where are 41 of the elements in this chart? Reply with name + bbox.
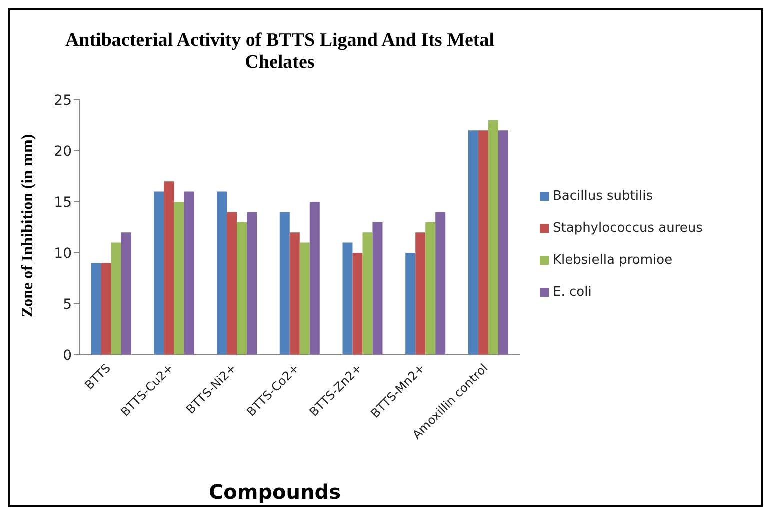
bar	[436, 212, 446, 355]
bar	[362, 232, 373, 355]
bar	[426, 222, 436, 355]
y-tick-label: 10	[54, 246, 72, 262]
bar	[416, 232, 426, 355]
legend-label: Staphylococcus aureus	[553, 221, 703, 236]
bar	[174, 202, 184, 355]
y-tick-label: 15	[54, 194, 72, 211]
bar	[111, 242, 122, 355]
bar	[184, 192, 194, 355]
bar	[468, 130, 478, 355]
bar	[154, 192, 164, 355]
y-axis-title: Zone of Inhibition (in mm)	[20, 134, 37, 318]
bar	[498, 130, 508, 355]
bar	[290, 232, 300, 355]
bar	[164, 182, 174, 355]
bar	[280, 212, 290, 355]
bar	[101, 263, 112, 355]
bar	[247, 212, 258, 355]
bar	[237, 222, 248, 355]
bar	[91, 263, 102, 355]
bar	[478, 130, 488, 355]
bar	[342, 242, 353, 355]
bar	[217, 192, 228, 355]
bar	[300, 242, 310, 355]
y-tick-label: 5	[63, 296, 72, 313]
bar	[406, 253, 416, 355]
y-tick-label: 25	[54, 92, 72, 109]
y-tick-label: 20	[54, 144, 72, 160]
legend-label: Klebsiella promioe	[553, 253, 673, 268]
x-axis-title: Compounds	[208, 480, 342, 504]
bar	[372, 222, 383, 355]
bar	[488, 120, 498, 355]
chart-title: Antibacterial Activity of BTTS Ligand And Its Metal Chelates	[64, 30, 496, 74]
bar	[121, 232, 132, 355]
legend-label: Bacillus subtilis	[553, 189, 653, 204]
bar	[310, 202, 320, 355]
y-tick-label: 0	[63, 348, 72, 364]
legend-label: E. coli	[553, 285, 592, 300]
bar	[352, 253, 363, 355]
bar	[227, 212, 238, 355]
